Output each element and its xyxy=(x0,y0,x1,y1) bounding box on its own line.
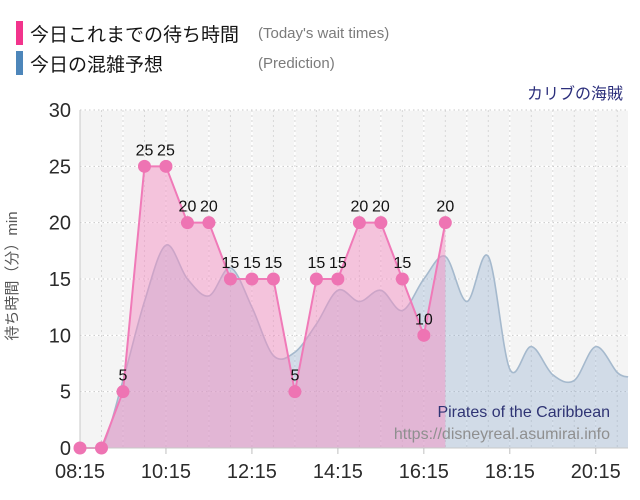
today-line xyxy=(80,165,447,449)
data-point-marker[interactable] xyxy=(309,272,323,286)
data-point-marker[interactable] xyxy=(180,216,194,230)
x-tick-label: 14:15 xyxy=(313,461,363,483)
legend-item-today-wait[interactable]: 今日これまでの待ち時間 (Today's wait times) xyxy=(16,18,389,48)
point-label: 15 xyxy=(265,255,283,272)
data-point-marker[interactable] xyxy=(374,216,388,230)
attraction-title-jp: カリブの海賊 xyxy=(526,86,623,103)
point-label: 20 xyxy=(200,199,218,216)
data-point-marker[interactable] xyxy=(331,272,345,286)
data-point-marker[interactable] xyxy=(223,272,237,286)
y-tick-label: 10 xyxy=(49,325,71,347)
point-label: 15 xyxy=(393,255,411,272)
y-tick-label: 5 xyxy=(60,382,71,404)
point-label: 20 xyxy=(372,199,390,216)
data-point-marker[interactable] xyxy=(288,385,302,399)
y-tick-label: 0 xyxy=(60,438,71,460)
data-point-marker[interactable] xyxy=(202,216,216,230)
data-point-marker[interactable] xyxy=(352,216,366,230)
x-tick-label: 12:15 xyxy=(227,461,277,483)
attraction-title-en: Pirates of the Caribbean xyxy=(437,404,610,421)
data-point-marker[interactable] xyxy=(266,272,280,286)
data-point-marker[interactable] xyxy=(73,441,87,455)
point-label: 20 xyxy=(436,199,454,216)
chart-footer: Pirates of the Caribbean https://disneyr… xyxy=(394,402,610,446)
data-point-marker[interactable] xyxy=(116,385,130,399)
point-label: 5 xyxy=(290,368,299,385)
point-label: 25 xyxy=(136,142,154,159)
y-tick-label: 15 xyxy=(49,269,71,291)
legend-sublabel-today-wait: (Today's wait times) xyxy=(258,24,390,42)
point-label: 15 xyxy=(222,255,240,272)
data-point-marker[interactable] xyxy=(245,272,259,286)
data-point-marker[interactable] xyxy=(137,159,151,173)
legend-swatch-prediction xyxy=(16,51,23,75)
data-point-marker[interactable] xyxy=(417,328,431,342)
y-tick-label: 25 xyxy=(49,156,71,178)
legend-label-prediction: 今日の混雑予想 xyxy=(30,54,164,76)
data-point-marker[interactable] xyxy=(438,216,452,230)
data-point-marker[interactable] xyxy=(159,159,173,173)
point-label: 20 xyxy=(179,199,197,216)
x-tick-label: 18:15 xyxy=(485,461,535,483)
legend-swatch-today-wait xyxy=(16,21,23,45)
point-label: 5 xyxy=(119,368,128,385)
point-label: 10 xyxy=(415,311,433,328)
point-label: 20 xyxy=(350,199,368,216)
point-label: 25 xyxy=(157,142,175,159)
x-tick-label: 20:15 xyxy=(571,461,621,483)
x-tick-label: 10:15 xyxy=(141,461,191,483)
legend-label-today-wait: 今日これまでの待ち時間 xyxy=(30,24,240,46)
point-label: 15 xyxy=(307,255,325,272)
y-tick-label: 30 xyxy=(49,100,71,122)
y-tick-label: 20 xyxy=(49,213,71,235)
point-label: 15 xyxy=(329,255,347,272)
x-tick-label: 16:15 xyxy=(399,461,449,483)
today-area-fill xyxy=(80,166,446,448)
point-label: 15 xyxy=(243,255,261,272)
data-point-marker[interactable] xyxy=(94,441,108,455)
legend-item-prediction[interactable]: 今日の混雑予想 (Prediction) xyxy=(16,48,389,78)
legend: 今日これまでの待ち時間 (Today's wait times) 今日の混雑予想… xyxy=(16,18,389,78)
site-url[interactable]: https://disneyreal.asumirai.info xyxy=(393,426,610,443)
x-tick-label: 08:15 xyxy=(55,461,105,483)
y-axis-title: 待ち時間（分）min xyxy=(4,211,21,340)
legend-sublabel-prediction: (Prediction) xyxy=(258,54,335,72)
data-point-marker[interactable] xyxy=(395,272,409,286)
